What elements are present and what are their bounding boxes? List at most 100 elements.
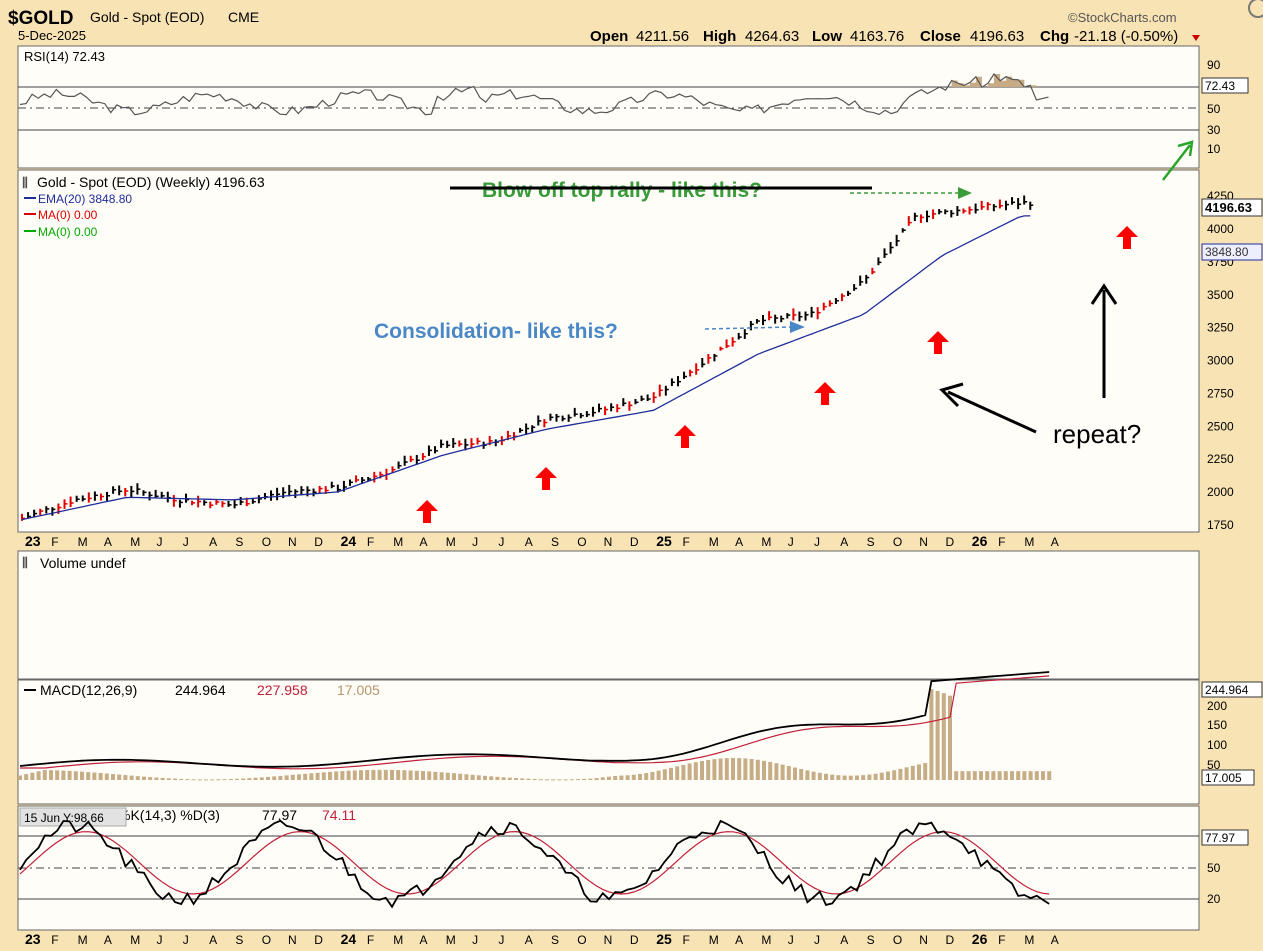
x-tick-label: J (183, 933, 189, 947)
x-tick-label: A (1051, 933, 1059, 947)
macd-panel (17, 679, 1200, 805)
x-tick-label: M (393, 933, 403, 947)
x-tick-label: J (788, 535, 794, 549)
macd-hist-bar (408, 770, 413, 780)
macd-hist-bar (749, 759, 754, 780)
x-tick-label: S (551, 933, 559, 947)
black-arrow-left (947, 390, 1037, 434)
x-tick-label: S (867, 933, 875, 947)
x-tick-label: 25 (656, 533, 672, 549)
macd-hist-bar (662, 769, 667, 780)
macd-hist-bar (817, 772, 822, 780)
price-tick: 3000 (1207, 354, 1234, 368)
x-tick-label: J (157, 535, 163, 549)
macd-hist-bar (49, 770, 53, 780)
macd-hist-bar (396, 770, 401, 780)
macd-hist-bar (985, 771, 990, 780)
macd-hist-bar (421, 771, 425, 780)
macd-hist-bar (619, 775, 624, 780)
macd-hist-bar (991, 771, 996, 780)
green-up-arrow-icon (1177, 140, 1194, 157)
x-tick-label: F (51, 933, 58, 947)
low-value: 4163.76 (850, 28, 904, 45)
black-arrowhead-up-icon (1090, 283, 1118, 305)
macd-hist-bar (737, 758, 742, 780)
open-value: 4211.56 (636, 28, 689, 45)
macd-hist-bar (762, 760, 766, 780)
macd-hist-bar (718, 758, 723, 780)
macd-hist-bar (166, 778, 171, 780)
macd-hist-bar (656, 770, 661, 780)
ema-line (21, 215, 1031, 521)
macd-hist-bar (272, 776, 277, 780)
macd-hist-bar (960, 771, 965, 780)
x-tick-label: D (630, 535, 639, 549)
x-tick-label: A (735, 933, 743, 947)
x-tick-label: A (209, 535, 217, 549)
rsi-value: 72.43 (1205, 79, 1235, 93)
macd-hist-bar (731, 757, 735, 780)
blue-dashed-arrow (704, 326, 793, 330)
macd-hist-bar (867, 774, 872, 780)
macd-hist-bar (390, 769, 394, 780)
x-tick-label: M (709, 535, 719, 549)
rsi-value-box (1201, 77, 1249, 94)
x-tick-label: F (367, 933, 374, 947)
macd-hist-bar (135, 776, 140, 780)
macd-last-box (1201, 681, 1263, 698)
macd-hist-bar (600, 777, 605, 780)
macd-hist-bar (1028, 771, 1033, 780)
price-tick: 2500 (1207, 419, 1234, 433)
price-legend: Gold - Spot (EOD) (Weekly) 4196.63 (37, 174, 265, 190)
rsi-label: RSI(14) 72.43 (24, 49, 105, 64)
macd-hist-bar (1022, 771, 1027, 780)
macd-hist-bar (886, 771, 890, 780)
stoch-label: %K(14,3) %D(3) (118, 807, 220, 823)
x-tick-label: D (946, 933, 955, 947)
red-up-arrow-icon (535, 467, 557, 490)
green-arrowhead-icon (958, 187, 972, 199)
ohlc-readout: Open 4211.56 High 4264.63 Low 4163.76 Cl… (590, 28, 1178, 45)
x-tick-label: J (498, 535, 504, 549)
x-tick-label: S (235, 535, 243, 549)
macd-last: 244.964 (1205, 683, 1249, 697)
ema-value: 3848.80 (1205, 245, 1249, 259)
ema-value-box (1201, 243, 1263, 261)
x-tick-label: M (78, 535, 88, 549)
macd-hist-bar (458, 773, 463, 780)
x-tick-label: 26 (972, 533, 988, 549)
price-tick: 3250 (1207, 321, 1234, 335)
macd-line (19, 671, 1050, 768)
x-tick-label: 23 (25, 931, 41, 947)
x-tick-label: F (998, 933, 1005, 947)
price-panel (17, 169, 1200, 533)
instrument-name: Gold - Spot (EOD) (90, 9, 204, 25)
x-tick-label: N (604, 535, 613, 549)
macd-hist-bar (805, 770, 810, 780)
x-tick-label: A (840, 933, 848, 947)
x-tick-label: F (683, 933, 690, 947)
price-tick: 3500 (1207, 288, 1234, 302)
macd-hist-bar (253, 777, 258, 780)
settings-circle-icon[interactable] (1248, 0, 1263, 18)
x-tick-label: A (735, 535, 743, 549)
x-tick-label: A (104, 535, 112, 549)
x-tick-label: O (577, 933, 586, 947)
macd-hist-bar (700, 760, 704, 780)
macd-hist-bar (204, 779, 208, 781)
x-tick-label: J (814, 535, 820, 549)
macd-hist-bar (383, 769, 388, 780)
rsi-panel (17, 45, 1200, 169)
macd-hist-bar (123, 775, 128, 780)
macd-hist-last: 17.005 (1205, 771, 1242, 785)
consolidation-annotation: Consolidation- like this? (374, 320, 618, 343)
macd-hist-bar (824, 773, 828, 780)
x-tick-label: N (919, 933, 928, 947)
macd-value: 244.964 (175, 682, 226, 698)
macd-hist-bar (377, 769, 382, 780)
macd-hist-bar (284, 775, 289, 780)
macd-hist-bar (24, 774, 29, 780)
macd-label: MACD(12,26,9) (40, 682, 137, 698)
x-tick-label: A (420, 535, 428, 549)
macd-hist-bar (743, 758, 748, 780)
